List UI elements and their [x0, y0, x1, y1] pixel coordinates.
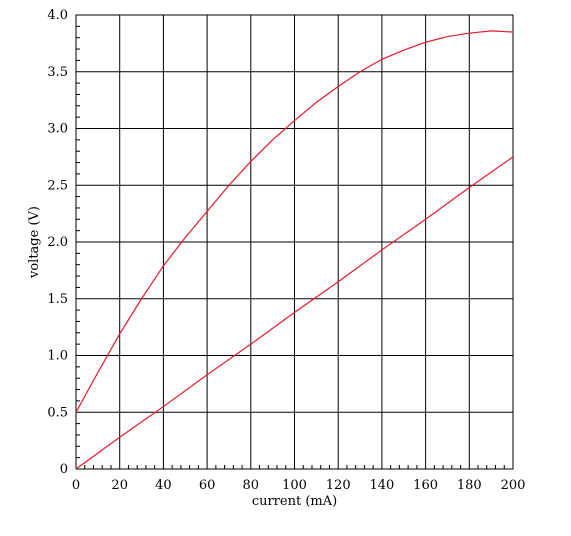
- y-tick-label: 3.0: [47, 122, 68, 137]
- minor-ticks: [76, 25, 505, 469]
- y-tick-label: 0.5: [47, 405, 68, 420]
- x-tick-label: 80: [243, 478, 260, 493]
- x-tick-label: 140: [369, 478, 394, 493]
- y-tick-labels: 0 0.5 1.0 1.5 2.0 2.5 3.0 3.5 4.0: [47, 8, 68, 477]
- y-tick-label: 4.0: [47, 8, 68, 23]
- y-tick-label: 2.0: [47, 235, 68, 250]
- y-tick-label: 1.5: [47, 292, 68, 307]
- plot-frame: [75, 14, 514, 470]
- grid: [75, 14, 514, 470]
- x-tick-label: 100: [282, 478, 307, 493]
- series-lines: [75, 30, 514, 470]
- x-tick-label: 40: [155, 478, 172, 493]
- y-tick-label: 1.0: [47, 349, 68, 364]
- x-tick-label: 180: [457, 478, 482, 493]
- x-tick-label: 200: [501, 478, 526, 493]
- x-tick-label: 0: [72, 478, 80, 493]
- x-axis-label: current (mA): [252, 494, 337, 509]
- y-tick-label: 0: [60, 462, 68, 477]
- x-tick-label: 60: [199, 478, 216, 493]
- series-line-2: [75, 156, 514, 470]
- y-tick-label: 3.5: [47, 65, 68, 80]
- x-tick-labels: 0 20 40 60 80 100 120 140 160 180 200: [72, 478, 526, 493]
- y-axis-label: voltage (V): [27, 206, 42, 279]
- x-tick-label: 160: [413, 478, 438, 493]
- y-tick-label: 2.5: [47, 178, 68, 193]
- x-tick-label: 120: [326, 478, 351, 493]
- series-line-1: [75, 30, 514, 413]
- x-tick-label: 20: [111, 478, 128, 493]
